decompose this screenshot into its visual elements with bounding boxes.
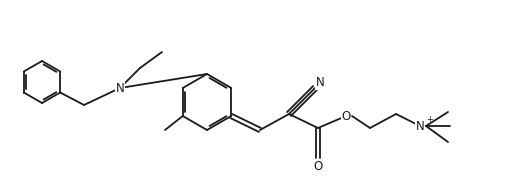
Text: N: N — [316, 76, 325, 89]
Text: N: N — [116, 81, 124, 94]
Text: N: N — [416, 119, 424, 132]
Text: O: O — [341, 109, 351, 122]
Text: O: O — [313, 160, 322, 172]
Text: +: + — [427, 114, 433, 123]
